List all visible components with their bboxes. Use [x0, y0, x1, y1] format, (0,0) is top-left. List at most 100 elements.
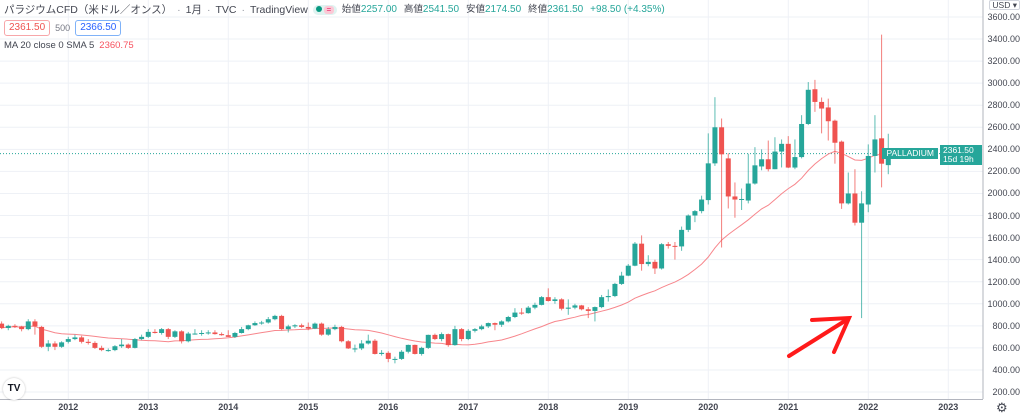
candle-body — [459, 329, 465, 340]
candle-body — [105, 350, 111, 352]
y-tick-label: 400.00 — [992, 364, 1020, 375]
candle — [652, 259, 658, 274]
buy-button[interactable]: 2366.50 — [75, 20, 122, 36]
candle-body — [25, 321, 31, 330]
ma-indicator-label[interactable]: MA 20 close 0 SMA 5 — [4, 40, 95, 51]
candle — [105, 348, 111, 352]
candle-body — [732, 196, 738, 200]
candle-body — [825, 107, 831, 122]
market-open-icon — [315, 5, 322, 12]
candle — [425, 334, 431, 349]
candle-body — [139, 336, 145, 340]
candle-body — [285, 326, 291, 330]
candle-body — [179, 331, 185, 342]
candle-body — [739, 198, 745, 200]
x-tick-label: 2019 — [618, 402, 639, 412]
candle-body — [832, 120, 838, 143]
symbol-title[interactable]: パラジウムCFD（米ドル／オンス） — [4, 3, 173, 16]
candle — [492, 322, 498, 331]
candle-body — [245, 325, 251, 330]
candle-body — [479, 326, 485, 330]
candle-body — [859, 203, 865, 223]
equal-icon: = — [323, 5, 334, 14]
candle-body — [759, 159, 765, 167]
y-tick-label: 3600.00 — [987, 12, 1020, 22]
candle-body — [599, 297, 605, 308]
x-tick-label: 2020 — [698, 402, 719, 412]
candle — [412, 344, 418, 355]
low-label: 安値 — [465, 4, 485, 15]
candle — [599, 294, 605, 309]
candle-body — [145, 331, 151, 337]
y-tick-label: 2000.00 — [987, 188, 1020, 199]
candle — [192, 329, 198, 335]
candle-body — [399, 351, 405, 359]
x-tick-label: 2018 — [538, 402, 559, 412]
candle — [359, 340, 365, 351]
candle-body — [792, 157, 798, 168]
y-tick-label: 1400.00 — [987, 254, 1020, 265]
candle — [172, 330, 178, 338]
candle-body — [5, 325, 11, 329]
settings-gear-icon[interactable]: ⚙ — [996, 400, 1008, 415]
interval: 1月 — [185, 3, 203, 16]
candle — [225, 330, 231, 337]
candle-body — [625, 265, 631, 276]
candle-body — [332, 326, 338, 330]
candle — [339, 325, 345, 343]
candle — [232, 331, 238, 338]
sell-button[interactable]: 2361.50 — [4, 20, 51, 36]
candle-body — [592, 307, 598, 311]
candle-body — [445, 334, 451, 346]
candle-body — [765, 159, 771, 170]
candle-body — [365, 340, 371, 344]
candle-body — [779, 143, 785, 152]
candle-body — [885, 153, 891, 166]
y-tick-label: 2600.00 — [987, 122, 1020, 133]
candle — [545, 288, 551, 302]
currency-selector[interactable]: USD ▾ — [989, 0, 1020, 10]
candle-body — [639, 243, 645, 265]
candle-body — [352, 348, 358, 350]
candle-body — [805, 89, 811, 124]
candle — [619, 271, 625, 286]
candle — [625, 264, 631, 277]
candle-body — [559, 299, 565, 309]
candle-body — [305, 326, 311, 329]
tradingview-logo[interactable]: TV — [3, 378, 25, 400]
candle — [145, 329, 151, 338]
candle — [452, 325, 458, 346]
candle-body — [392, 358, 398, 360]
y-tick-label: 2200.00 — [987, 166, 1020, 177]
candle-body — [259, 322, 265, 324]
candle-body — [772, 151, 778, 170]
candle — [612, 282, 618, 298]
candle-body — [292, 325, 298, 327]
candle — [632, 242, 638, 267]
red-arrow-annotation — [787, 315, 853, 358]
candle — [272, 314, 278, 321]
candle — [719, 118, 725, 248]
x-tick-label: 2013 — [138, 402, 159, 412]
market-status-indicator[interactable]: = — [312, 4, 337, 15]
candle — [245, 324, 251, 331]
candle-body — [92, 342, 98, 348]
separator: · — [241, 3, 246, 16]
candle — [92, 341, 98, 349]
low-value: 2174.50 — [485, 4, 522, 15]
candle — [199, 330, 205, 336]
candle — [665, 242, 671, 249]
candle-body — [412, 344, 418, 354]
candle — [532, 302, 538, 310]
candle-body — [579, 305, 585, 310]
candle-body — [752, 165, 758, 184]
candle — [865, 144, 871, 213]
change-value: +98.50 (+4.35%) — [590, 4, 665, 15]
candle — [459, 328, 465, 342]
candle-body — [659, 244, 665, 269]
x-tick-label: 2022 — [858, 402, 879, 412]
candle — [739, 188, 745, 211]
candle — [732, 182, 738, 218]
separator: · — [207, 3, 211, 16]
